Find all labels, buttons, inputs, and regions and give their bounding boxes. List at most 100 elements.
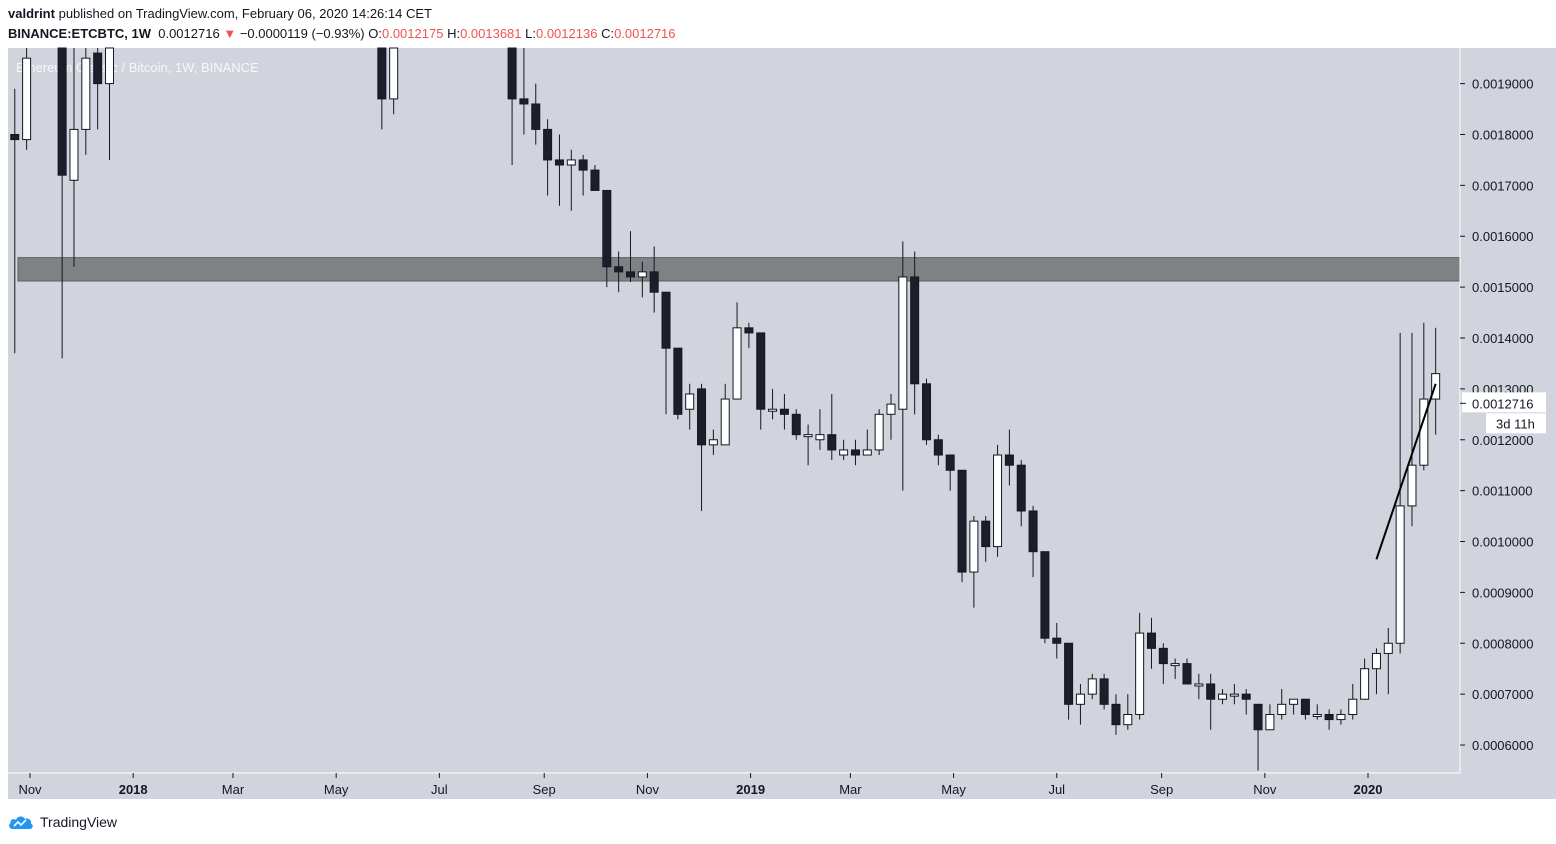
close-label: C:	[601, 26, 615, 41]
candle-body[interactable]	[993, 454, 1003, 548]
candle-body[interactable]	[957, 469, 967, 573]
candle-body[interactable]	[1182, 663, 1192, 685]
candle-body[interactable]	[827, 434, 837, 451]
candle-body[interactable]	[1040, 551, 1050, 639]
down-arrow-icon: ▼	[223, 26, 237, 41]
candle-body[interactable]	[661, 291, 671, 349]
candle-body[interactable]	[685, 393, 695, 410]
candle-body[interactable]	[697, 388, 707, 446]
candle-body[interactable]	[744, 327, 754, 334]
x-tick-label: Nov	[18, 782, 42, 797]
candle-body[interactable]	[1099, 678, 1109, 705]
candle-body[interactable]	[874, 413, 884, 451]
candle-body[interactable]	[625, 271, 635, 278]
candle-body[interactable]	[554, 159, 564, 166]
candle-body[interactable]	[1229, 693, 1239, 697]
candle-body[interactable]	[850, 449, 860, 456]
resistance-zone[interactable]	[17, 257, 1461, 282]
candle-body[interactable]	[1265, 713, 1275, 731]
candle-body[interactable]	[1348, 698, 1358, 715]
candle-body[interactable]	[1075, 693, 1085, 705]
candle-body[interactable]	[1360, 668, 1370, 700]
candle-body[interactable]	[590, 169, 600, 191]
candle-body[interactable]	[898, 276, 908, 410]
candle-body[interactable]	[933, 439, 943, 456]
candle-body[interactable]	[507, 47, 517, 100]
candle-body[interactable]	[862, 449, 872, 456]
candle-body[interactable]	[1300, 698, 1310, 715]
candle-body[interactable]	[1170, 663, 1180, 667]
candle-body[interactable]	[1158, 647, 1168, 665]
candle-body[interactable]	[637, 271, 647, 278]
candle-body[interactable]	[756, 332, 766, 410]
candle-body[interactable]	[93, 52, 103, 85]
candle-body[interactable]	[768, 408, 778, 412]
candle-body[interactable]	[720, 398, 730, 446]
candle-body[interactable]	[1277, 703, 1287, 715]
y-tick-label: 0.0014000	[1472, 331, 1533, 346]
candle-body[interactable]	[1218, 693, 1228, 700]
candle-body[interactable]	[389, 47, 399, 100]
candle-body[interactable]	[779, 408, 789, 415]
candle-body[interactable]	[1336, 713, 1346, 721]
candle-body[interactable]	[839, 449, 849, 456]
candle-body[interactable]	[377, 47, 387, 100]
trendline[interactable]	[1375, 383, 1437, 560]
candle-body[interactable]	[1241, 693, 1251, 700]
candle-body[interactable]	[1395, 505, 1405, 644]
chart-pane[interactable]	[8, 48, 1460, 773]
candle-body[interactable]	[649, 271, 659, 293]
candle-body[interactable]	[57, 47, 67, 176]
candle-body[interactable]	[1312, 713, 1322, 717]
candle-body[interactable]	[566, 159, 576, 166]
candle-body[interactable]	[969, 520, 979, 573]
y-tick-label: 0.0011000	[1472, 484, 1533, 499]
candle-body[interactable]	[1123, 713, 1133, 726]
candle-body[interactable]	[614, 266, 624, 273]
candle-body[interactable]	[531, 103, 541, 130]
candle-body[interactable]	[81, 57, 91, 130]
candle-body[interactable]	[673, 347, 683, 415]
candle-body[interactable]	[578, 159, 588, 171]
candle-body[interactable]	[1206, 683, 1216, 700]
candle-body[interactable]	[815, 434, 825, 441]
candle-body[interactable]	[922, 383, 932, 441]
candle-body[interactable]	[732, 327, 742, 400]
candle-body[interactable]	[1253, 703, 1263, 731]
candle-body[interactable]	[602, 189, 612, 268]
candle-body[interactable]	[981, 520, 991, 548]
candle-body[interactable]	[1407, 464, 1417, 507]
candle-body[interactable]	[1383, 642, 1393, 654]
candle-body[interactable]	[519, 98, 529, 105]
tradingview-logo[interactable]: TradingView	[8, 814, 117, 830]
candle-body[interactable]	[1004, 454, 1014, 466]
candle-body[interactable]	[10, 133, 20, 141]
candle-body[interactable]	[22, 57, 32, 141]
candle-body[interactable]	[1016, 464, 1026, 512]
candle-body[interactable]	[803, 434, 813, 438]
candle-body[interactable]	[1289, 698, 1299, 705]
candle-body[interactable]	[1324, 713, 1334, 721]
candle-body[interactable]	[1064, 642, 1074, 705]
candle-body[interactable]	[1371, 652, 1381, 670]
candle-body[interactable]	[105, 47, 115, 85]
candle-body[interactable]	[945, 454, 955, 471]
candle-body[interactable]	[543, 128, 553, 161]
candle-body[interactable]	[791, 413, 801, 436]
candle-body[interactable]	[910, 276, 920, 385]
candle-body[interactable]	[1111, 703, 1121, 726]
candle-body[interactable]	[708, 439, 718, 446]
low-label: L:	[525, 26, 536, 41]
candle-body[interactable]	[1087, 678, 1097, 695]
candle-body[interactable]	[1052, 637, 1062, 644]
candle-body[interactable]	[1146, 632, 1156, 649]
candle-body[interactable]	[1194, 683, 1204, 687]
candle-body[interactable]	[1028, 510, 1038, 553]
candle-body[interactable]	[1135, 632, 1145, 715]
candle-body[interactable]	[69, 128, 79, 181]
time-axis[interactable]	[8, 773, 1460, 799]
author-name[interactable]: valdrint	[8, 6, 55, 21]
open-value: 0.0012175	[381, 26, 444, 41]
candle-body[interactable]	[886, 403, 896, 415]
